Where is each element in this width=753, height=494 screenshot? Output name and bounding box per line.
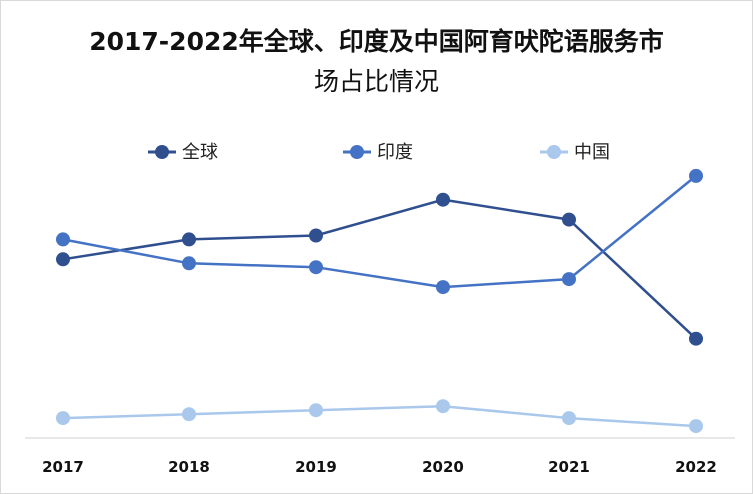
point-series-2-2022 [689, 168, 703, 183]
x-tick-2020: 2020 [422, 458, 464, 476]
point-series-3-2020 [436, 399, 450, 414]
legend-label-series-2: 印度 [377, 142, 413, 163]
x-tick-2018: 2018 [168, 458, 210, 476]
point-series-2-2019 [309, 260, 323, 275]
point-series-3-2021 [562, 411, 576, 426]
legend-label-series-3: 中国 [574, 142, 610, 163]
legend: 全球 印度 中国 [148, 142, 610, 163]
point-series-1-2020 [436, 192, 450, 207]
point-series-1-2017 [56, 252, 70, 267]
line-series-3 [62, 404, 697, 428]
legend-label-series-1: 全球 [182, 142, 218, 163]
chart-title-line2: 场占比情况 [313, 67, 439, 96]
point-series-3-2017 [56, 411, 70, 426]
series-layer [56, 168, 703, 434]
point-series-2-2017 [56, 232, 70, 247]
point-series-2-2021 [562, 272, 576, 287]
x-tick-2021: 2021 [548, 458, 590, 476]
legend-marker-series-2 [350, 145, 364, 159]
x-tick-2017: 2017 [42, 458, 84, 476]
line-series-2 [62, 174, 697, 289]
point-series-1-2018 [182, 232, 196, 247]
x-tick-2022: 2022 [675, 458, 717, 476]
legend-marker-series-1 [155, 145, 169, 159]
x-axis-ticks: 2017 2018 2019 2020 2021 2022 [42, 458, 717, 476]
point-series-1-2021 [562, 212, 576, 227]
point-series-3-2018 [182, 407, 196, 422]
point-series-3-2022 [689, 419, 703, 434]
legend-marker-series-3 [547, 145, 561, 159]
point-series-2-2018 [182, 256, 196, 271]
point-series-1-2022 [689, 331, 703, 346]
x-tick-2019: 2019 [295, 458, 337, 476]
point-series-3-2019 [309, 403, 323, 418]
line-series-1 [62, 198, 697, 340]
chart-title: 2017-2022年全球、印度及中国阿育吠陀语服务市 场占比情况 [0, 22, 753, 102]
point-series-2-2020 [436, 280, 450, 295]
point-series-1-2019 [309, 228, 323, 243]
chart-title-line1: 2017-2022年全球、印度及中国阿育吠陀语服务市 [89, 27, 664, 56]
